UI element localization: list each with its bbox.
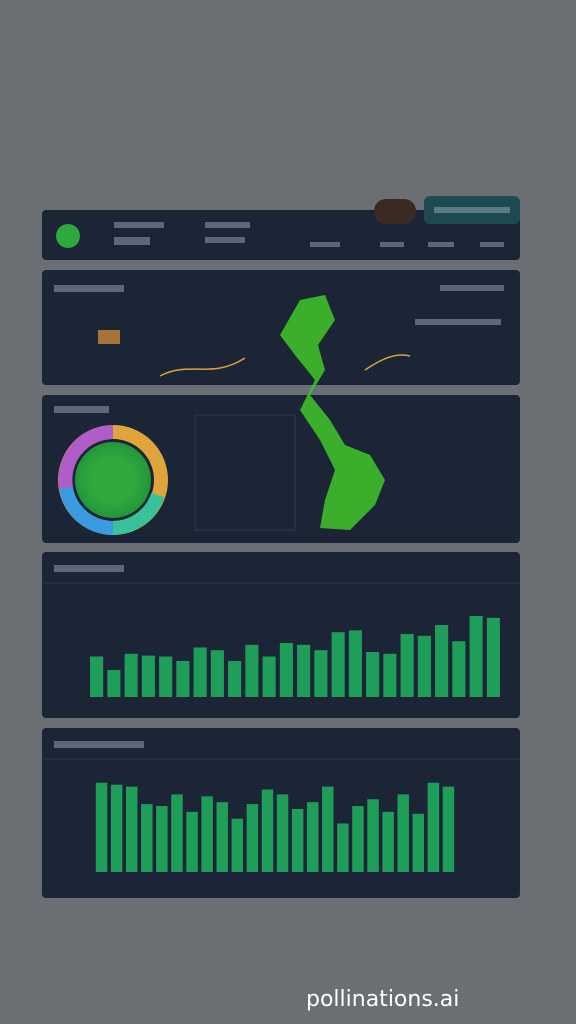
- text-placeholder: [434, 207, 510, 213]
- bar: [210, 650, 224, 697]
- bar: [231, 818, 244, 872]
- donut-center: [75, 442, 151, 518]
- donut-segment: [58, 425, 114, 490]
- bar: [412, 813, 425, 872]
- text-placeholder: [415, 319, 501, 325]
- donut-segment: [59, 486, 114, 535]
- bar: [469, 616, 483, 697]
- sparkline: [159, 357, 246, 377]
- stat-value: [98, 330, 120, 344]
- bar: [306, 802, 319, 872]
- bar: [314, 650, 328, 697]
- nav-item[interactable]: [480, 242, 504, 247]
- bar: [383, 653, 397, 697]
- bar: [141, 804, 153, 872]
- logo: [56, 224, 80, 248]
- panel-title: [54, 741, 144, 748]
- watermark: pollinations.ai: [306, 987, 459, 1012]
- bar: [95, 782, 108, 872]
- bar: [348, 630, 362, 697]
- bar: [124, 653, 138, 697]
- bar: [276, 794, 289, 872]
- bar: [452, 641, 466, 697]
- bar: [125, 786, 138, 872]
- bar: [186, 811, 198, 872]
- bar: [435, 625, 449, 697]
- map-region: [280, 295, 385, 530]
- bar: [159, 656, 173, 697]
- text-placeholder: [114, 222, 164, 228]
- bar: [397, 794, 409, 872]
- bar: [366, 652, 380, 697]
- nav-item[interactable]: [428, 242, 454, 247]
- sparkline: [364, 354, 411, 371]
- bar: [110, 784, 123, 872]
- bar: [352, 806, 364, 872]
- bar: [291, 808, 304, 872]
- nav-item[interactable]: [380, 242, 404, 247]
- summary-panel: [42, 270, 520, 385]
- bar: [216, 802, 228, 872]
- bar: [279, 643, 293, 697]
- bar: [442, 786, 455, 872]
- bar: [156, 806, 168, 872]
- bar: [417, 635, 431, 697]
- text-placeholder: [114, 237, 150, 245]
- donut-segment: [112, 492, 165, 535]
- bar: [193, 647, 207, 697]
- bar: [322, 786, 334, 872]
- bar: [400, 634, 414, 697]
- distribution-panel: [42, 395, 520, 543]
- bar: [90, 656, 104, 697]
- bar: [382, 811, 394, 872]
- panel-title: [54, 565, 124, 572]
- panel-title: [54, 285, 124, 292]
- bar: [201, 796, 213, 872]
- bar: [141, 655, 155, 697]
- bar: [107, 670, 121, 697]
- panel-title: [54, 406, 109, 413]
- bar: [427, 782, 440, 872]
- bar: [261, 789, 274, 872]
- bar: [246, 804, 259, 872]
- bar: [171, 794, 183, 872]
- text-placeholder: [205, 237, 245, 243]
- bar: [176, 661, 190, 697]
- bar: [331, 632, 345, 697]
- bar: [297, 644, 311, 697]
- table-box: [194, 414, 296, 531]
- bar: [367, 799, 379, 872]
- text-placeholder: [205, 222, 250, 228]
- bar: [245, 644, 259, 697]
- bar: [228, 661, 242, 697]
- bar: [486, 617, 500, 697]
- text-placeholder: [440, 285, 504, 291]
- badge-button[interactable]: [374, 199, 416, 224]
- bar: [337, 823, 349, 872]
- bar: [262, 656, 276, 697]
- nav-item[interactable]: [310, 242, 340, 247]
